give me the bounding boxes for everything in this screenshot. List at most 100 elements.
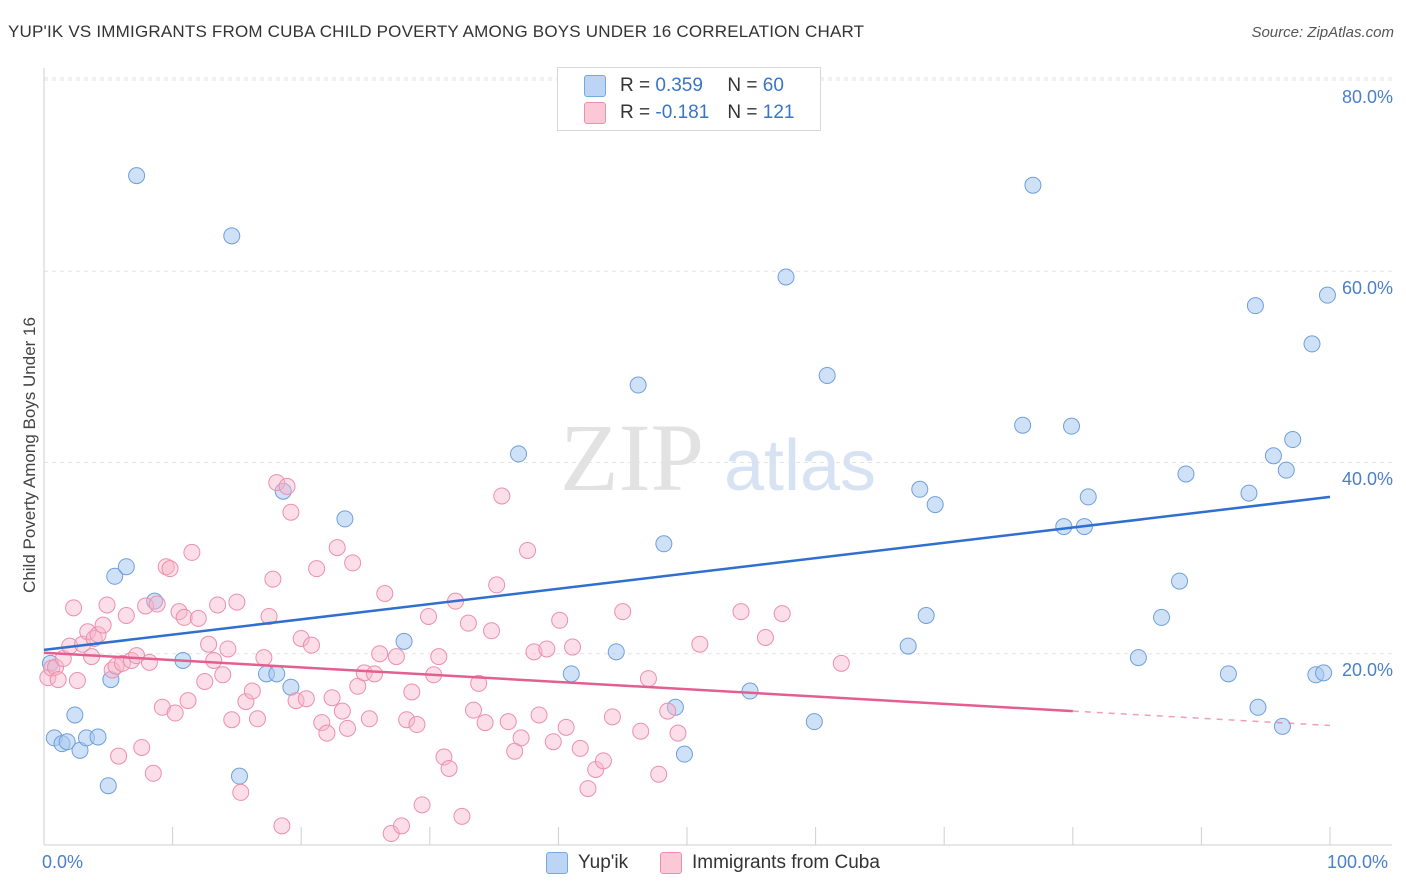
point-cuba — [117, 607, 135, 624]
point-yupik — [1284, 431, 1302, 449]
point-cuba — [232, 783, 250, 801]
point-cuba — [219, 640, 237, 658]
point-yupik — [106, 567, 124, 585]
point-cuba — [318, 724, 336, 742]
point-cuba — [166, 704, 184, 722]
point-cuba — [302, 636, 320, 654]
point-cuba — [403, 683, 421, 701]
bottom-legend-yupik: Yup'ik — [546, 852, 628, 874]
point-cuba — [476, 714, 494, 732]
point-cuba — [579, 780, 597, 798]
point-cuba — [237, 693, 255, 711]
source-label: Source: ZipAtlas.com — [1251, 24, 1394, 41]
point-cuba — [338, 719, 356, 737]
point-cuba — [360, 710, 378, 728]
point-cuba — [393, 817, 411, 835]
point-cuba — [65, 599, 83, 617]
point-yupik — [336, 510, 354, 528]
y-tick-label-20: 20.0% — [1341, 660, 1393, 680]
point-cuba — [133, 738, 151, 756]
legend-r-label: R = — [620, 102, 651, 123]
point-yupik — [99, 777, 117, 795]
point-cuba — [313, 714, 331, 732]
point-cuba — [732, 603, 750, 621]
x-tick-label-max: 100.0% — [1327, 852, 1389, 872]
point-cuba — [273, 817, 291, 835]
point-cuba — [292, 629, 310, 647]
point-cuba — [287, 692, 305, 710]
point-cuba — [205, 651, 223, 669]
point-cuba — [260, 607, 278, 625]
point-yupik — [666, 698, 684, 716]
point-yupik — [777, 268, 795, 286]
point-cuba — [196, 672, 214, 690]
point-cuba — [440, 760, 458, 777]
legend-swatch-yupik — [584, 75, 606, 97]
point-cuba — [773, 605, 791, 623]
point-cuba — [175, 608, 193, 626]
point-yupik — [1264, 447, 1282, 465]
series-cuba-points — [39, 474, 850, 843]
y-tick-label-60: 60.0% — [1341, 278, 1393, 298]
point-cuba — [488, 576, 506, 594]
point-cuba — [94, 616, 112, 634]
point-yupik — [629, 376, 647, 394]
legend-r-value-cuba: -0.181 — [655, 102, 710, 123]
point-cuba — [398, 711, 416, 729]
legend-n-label: N = — [727, 102, 758, 123]
point-cuba — [366, 665, 384, 683]
point-cuba — [632, 722, 650, 740]
legend-row-yupik: R = 0.359 N = 60 — [584, 73, 784, 99]
point-yupik — [1014, 416, 1032, 434]
point-yupik — [1246, 297, 1264, 315]
point-yupik — [223, 227, 241, 245]
correlation-legend: R = 0.359 N = 60 R = -0.181 N = 121 — [557, 67, 821, 131]
point-cuba — [519, 541, 537, 559]
point-cuba — [268, 474, 286, 492]
point-yupik — [655, 535, 673, 553]
point-cuba — [544, 733, 562, 751]
y-tick-label-80: 80.0% — [1341, 87, 1393, 107]
point-cuba — [328, 539, 346, 557]
point-yupik — [607, 643, 625, 661]
point-cuba — [538, 640, 556, 658]
point-cuba — [571, 739, 589, 757]
point-yupik — [268, 665, 286, 683]
point-cuba — [564, 638, 582, 656]
point-cuba — [650, 765, 668, 783]
point-cuba — [499, 713, 517, 731]
point-cuba — [387, 648, 405, 666]
point-yupik — [1273, 717, 1291, 735]
point-cuba — [243, 682, 261, 700]
point-cuba — [371, 645, 389, 663]
point-yupik — [562, 665, 580, 683]
chart-title: YUP'IK VS IMMIGRANTS FROM CUBA CHILD POV… — [8, 22, 865, 41]
point-yupik — [917, 607, 935, 624]
point-cuba — [98, 596, 116, 614]
point-yupik — [1153, 608, 1171, 626]
point-yupik — [1177, 465, 1195, 483]
watermark-atlas: atlas — [724, 426, 876, 506]
point-cuba — [255, 649, 273, 667]
trend-line-cuba — [43, 651, 1073, 713]
legend-row-cuba: R = -0.181 N = 121 — [584, 100, 794, 126]
point-cuba — [413, 796, 431, 814]
point-yupik — [395, 632, 413, 650]
point-cuba — [525, 643, 543, 661]
point-yupik — [89, 728, 107, 746]
trend-lines — [43, 495, 1331, 727]
legend-swatch-cuba — [584, 102, 606, 124]
point-cuba — [144, 764, 162, 782]
series-yupik-points — [41, 167, 1336, 795]
bottom-legend-swatch-cuba — [660, 852, 682, 874]
point-cuba — [189, 609, 207, 627]
point-yupik — [128, 167, 146, 185]
y-tick-label-40: 40.0% — [1341, 469, 1393, 489]
point-yupik — [510, 445, 528, 463]
point-yupik — [66, 706, 84, 724]
axes — [43, 68, 1392, 846]
point-cuba — [551, 611, 569, 629]
point-cuba — [659, 702, 677, 720]
point-cuba — [200, 635, 218, 653]
point-cuba — [148, 595, 166, 613]
